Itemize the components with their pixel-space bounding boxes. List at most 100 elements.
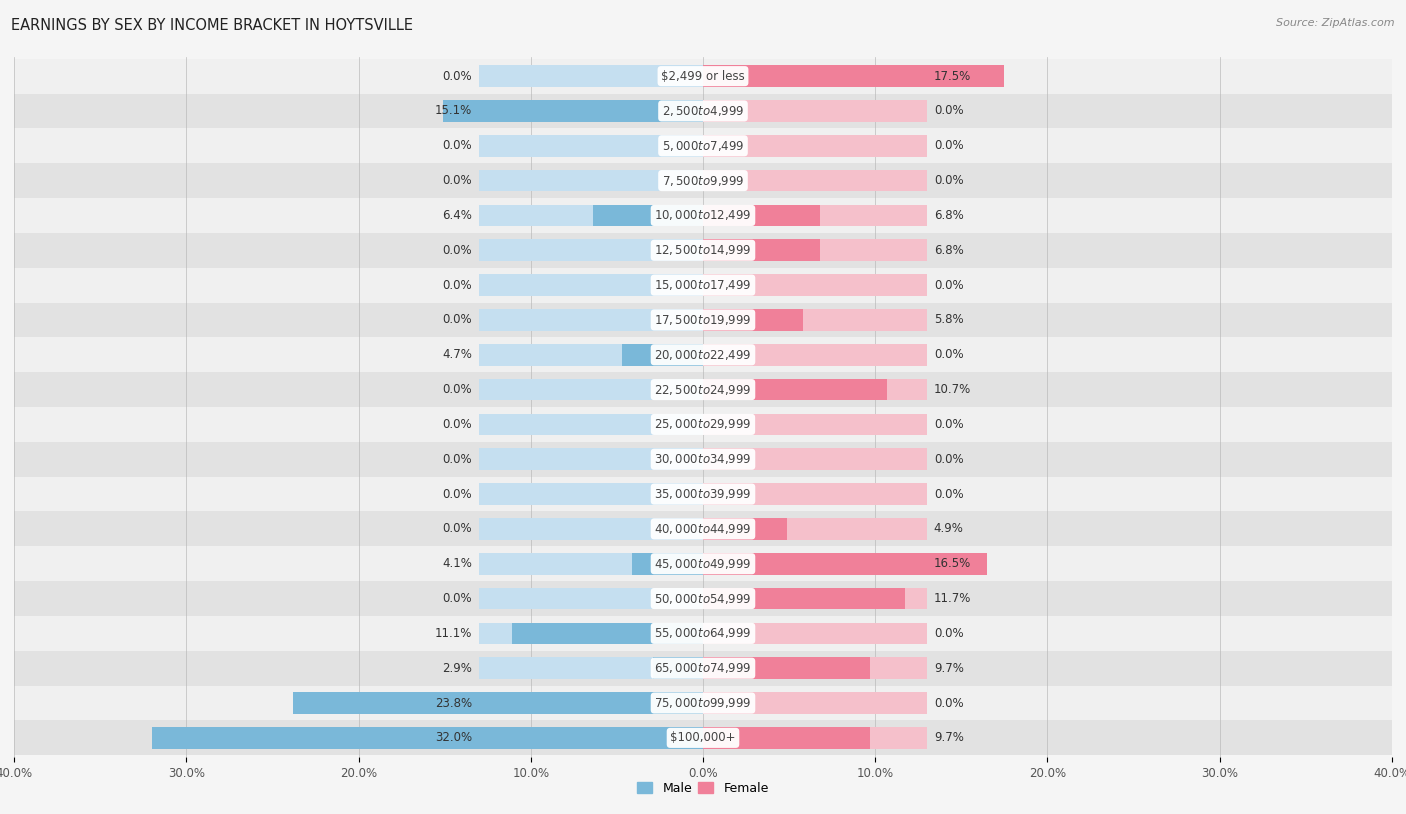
Bar <box>703 379 927 400</box>
Bar <box>512 623 703 644</box>
Bar <box>703 484 927 505</box>
Text: 0.0%: 0.0% <box>443 592 472 605</box>
Text: 4.7%: 4.7% <box>443 348 472 361</box>
Bar <box>479 518 703 540</box>
Bar <box>14 198 1392 233</box>
Text: 0.0%: 0.0% <box>934 697 963 710</box>
Bar <box>703 727 927 749</box>
Bar <box>479 553 703 575</box>
Text: 9.7%: 9.7% <box>934 662 963 675</box>
Bar <box>14 720 1392 755</box>
Text: 11.7%: 11.7% <box>934 592 972 605</box>
Bar <box>14 581 1392 616</box>
Text: 0.0%: 0.0% <box>443 383 472 396</box>
Text: 0.0%: 0.0% <box>934 488 963 501</box>
Text: 0.0%: 0.0% <box>443 278 472 291</box>
Bar <box>479 623 703 644</box>
Bar <box>479 309 703 330</box>
Text: 0.0%: 0.0% <box>443 243 472 256</box>
Text: 0.0%: 0.0% <box>443 453 472 466</box>
Legend: Male, Female: Male, Female <box>633 777 773 800</box>
Bar <box>479 65 703 87</box>
Text: $40,000 to $44,999: $40,000 to $44,999 <box>654 522 752 536</box>
Bar <box>479 204 703 226</box>
Bar <box>479 274 703 296</box>
Text: Source: ZipAtlas.com: Source: ZipAtlas.com <box>1277 18 1395 28</box>
Bar <box>703 135 927 156</box>
Bar <box>703 65 927 87</box>
Text: 15.1%: 15.1% <box>434 104 472 117</box>
Bar <box>14 442 1392 477</box>
Bar <box>703 65 1004 87</box>
Text: 0.0%: 0.0% <box>443 174 472 187</box>
Text: 6.8%: 6.8% <box>934 209 963 222</box>
Bar <box>479 344 703 365</box>
Bar <box>703 588 904 610</box>
Text: 10.7%: 10.7% <box>934 383 972 396</box>
Bar <box>479 692 703 714</box>
Text: 23.8%: 23.8% <box>434 697 472 710</box>
Bar <box>14 685 1392 720</box>
Text: 4.9%: 4.9% <box>934 523 963 536</box>
Bar <box>479 239 703 261</box>
Text: $7,500 to $9,999: $7,500 to $9,999 <box>662 173 744 187</box>
Text: 0.0%: 0.0% <box>934 174 963 187</box>
Bar <box>703 309 927 330</box>
Bar <box>703 658 927 679</box>
Bar <box>703 518 927 540</box>
Bar <box>703 727 870 749</box>
Text: 16.5%: 16.5% <box>934 558 972 571</box>
Bar <box>593 204 703 226</box>
Bar <box>703 518 787 540</box>
Text: 4.1%: 4.1% <box>443 558 472 571</box>
Bar <box>14 546 1392 581</box>
Bar <box>443 100 703 122</box>
Bar <box>703 553 987 575</box>
Bar <box>703 414 927 435</box>
Text: 5.8%: 5.8% <box>934 313 963 326</box>
Text: 0.0%: 0.0% <box>443 418 472 431</box>
Bar <box>479 100 703 122</box>
Bar <box>14 129 1392 163</box>
Text: $35,000 to $39,999: $35,000 to $39,999 <box>654 487 752 501</box>
Bar <box>14 651 1392 685</box>
Bar <box>14 233 1392 268</box>
Bar <box>703 239 927 261</box>
Bar <box>703 553 927 575</box>
Bar <box>703 344 927 365</box>
Bar <box>152 727 703 749</box>
Text: 11.1%: 11.1% <box>434 627 472 640</box>
Bar <box>703 658 870 679</box>
Bar <box>479 658 703 679</box>
Text: $22,500 to $24,999: $22,500 to $24,999 <box>654 383 752 396</box>
Text: $30,000 to $34,999: $30,000 to $34,999 <box>654 453 752 466</box>
Bar <box>479 588 703 610</box>
Bar <box>479 379 703 400</box>
Bar <box>14 163 1392 198</box>
Text: $2,499 or less: $2,499 or less <box>661 70 745 83</box>
Bar <box>703 692 927 714</box>
Text: 2.9%: 2.9% <box>443 662 472 675</box>
Bar <box>703 100 927 122</box>
Bar <box>703 204 927 226</box>
Text: $55,000 to $64,999: $55,000 to $64,999 <box>654 627 752 641</box>
Text: 0.0%: 0.0% <box>443 70 472 83</box>
Bar <box>14 407 1392 442</box>
Text: 9.7%: 9.7% <box>934 731 963 744</box>
Bar <box>703 309 803 330</box>
Text: 0.0%: 0.0% <box>443 523 472 536</box>
Text: $50,000 to $54,999: $50,000 to $54,999 <box>654 592 752 606</box>
Text: $5,000 to $7,499: $5,000 to $7,499 <box>662 139 744 153</box>
Text: 0.0%: 0.0% <box>934 453 963 466</box>
Bar <box>621 344 703 365</box>
Bar <box>14 59 1392 94</box>
Text: EARNINGS BY SEX BY INCOME BRACKET IN HOYTSVILLE: EARNINGS BY SEX BY INCOME BRACKET IN HOY… <box>11 18 413 33</box>
Text: 0.0%: 0.0% <box>934 139 963 152</box>
Bar <box>14 268 1392 303</box>
Text: 6.4%: 6.4% <box>443 209 472 222</box>
Bar <box>14 616 1392 651</box>
Text: 0.0%: 0.0% <box>934 348 963 361</box>
Bar <box>652 658 703 679</box>
Text: 0.0%: 0.0% <box>934 627 963 640</box>
Bar <box>703 204 820 226</box>
